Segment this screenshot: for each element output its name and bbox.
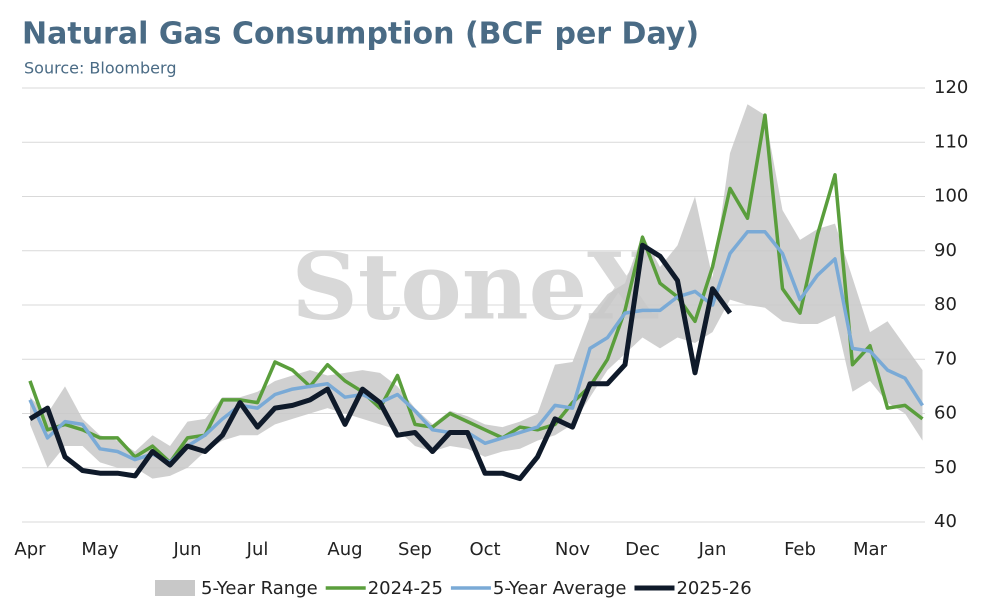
y-tick-label: 50 (934, 457, 957, 478)
y-tick-label: 70 (934, 348, 957, 369)
x-tick-label: Oct (469, 539, 500, 560)
legend-label: 5-Year Range (201, 578, 318, 599)
x-tick-label: Mar (853, 539, 888, 560)
y-tick-label: 120 (934, 77, 968, 98)
y-tick-label: 110 (934, 131, 968, 152)
y-tick-label: 100 (934, 186, 968, 207)
x-tick-label: Jun (172, 539, 201, 560)
legend-item: 2025-26 (634, 578, 752, 599)
legend-label: 2025-26 (676, 578, 751, 599)
x-tick-label: Jan (698, 539, 727, 560)
y-tick-label: 60 (934, 403, 957, 424)
legend-swatch (155, 580, 195, 596)
legend-label: 2024-25 (368, 578, 443, 599)
plot (28, 104, 924, 482)
legend-item: 2024-25 (325, 578, 443, 599)
legend-label: 5-Year Average (493, 578, 627, 599)
y-tick-label: 40 (934, 511, 957, 532)
chart-subtitle: Source: Bloomberg (24, 59, 176, 78)
x-tick-label: Nov (555, 539, 590, 560)
x-tick-label: Feb (784, 539, 816, 560)
x-tick-label: Sep (398, 539, 432, 560)
legend-item: 5-Year Average (450, 578, 627, 599)
series-line (28, 242, 733, 482)
y-tick-label: 90 (934, 240, 957, 261)
x-tick-label: Apr (14, 539, 46, 560)
y-tick-label: 80 (934, 294, 957, 315)
legend-item: 5-Year Range (155, 578, 318, 599)
x-tick-label: Aug (327, 539, 362, 560)
range-band (30, 104, 923, 479)
series-line (28, 113, 924, 465)
x-tick-label: May (81, 539, 119, 560)
x-tick-label: Dec (625, 539, 660, 560)
chart-title: Natural Gas Consumption (BCF per Day) (22, 17, 699, 52)
x-tick-label: Jul (246, 539, 269, 560)
